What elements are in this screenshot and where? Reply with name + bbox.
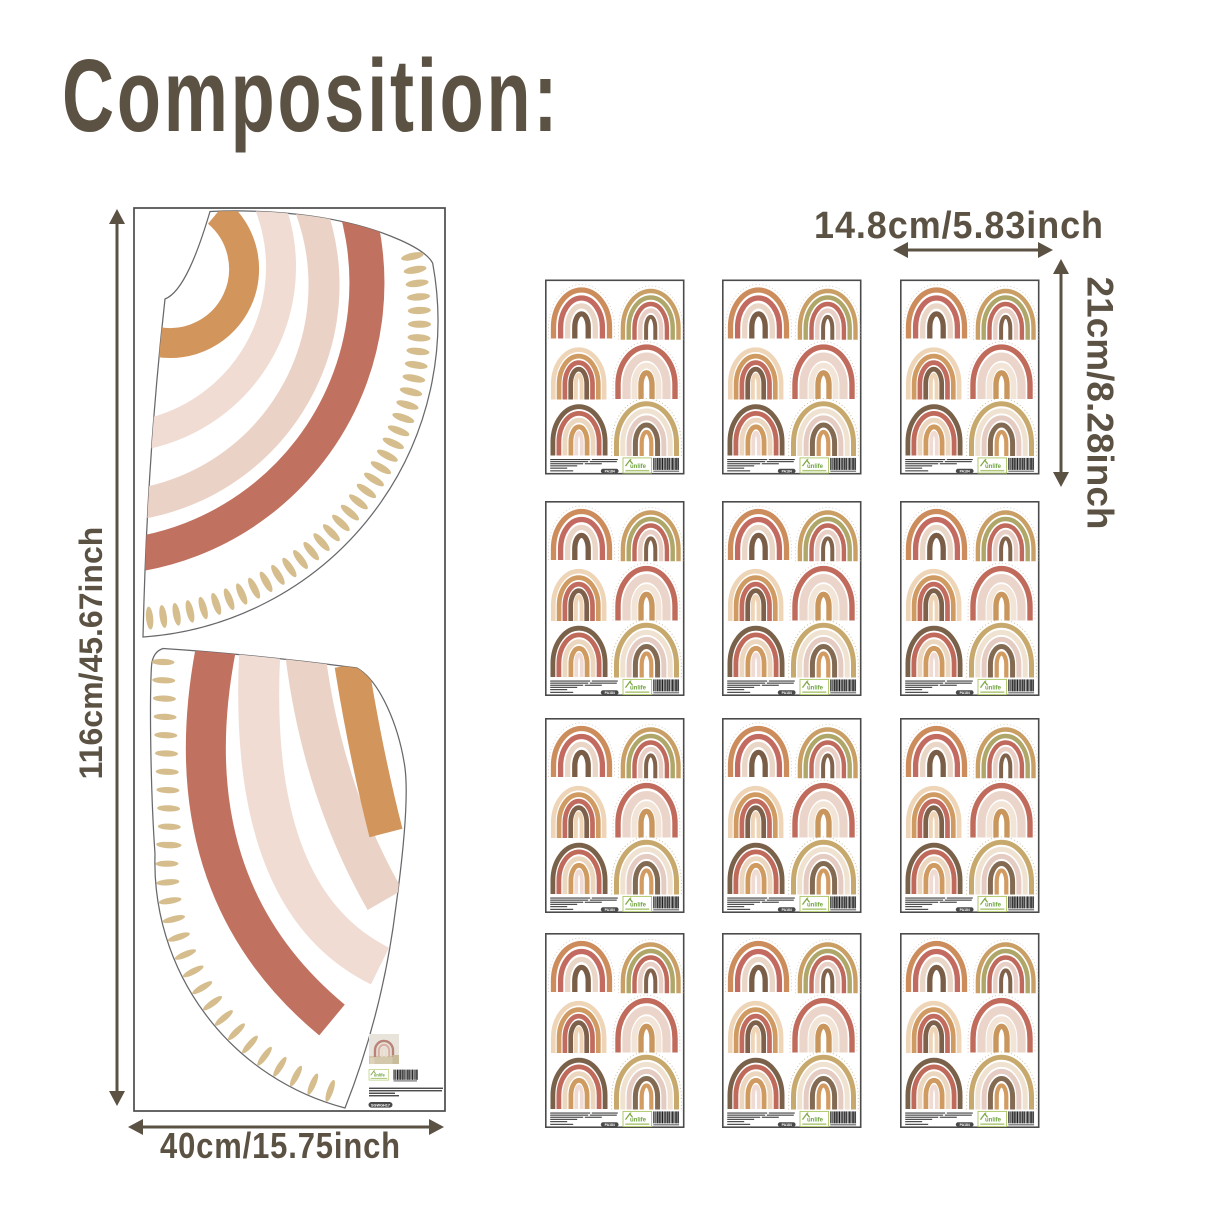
svg-text:unlife: unlife — [374, 1073, 386, 1078]
svg-text:SGWGH17: SGWGH17 — [371, 1103, 390, 1107]
